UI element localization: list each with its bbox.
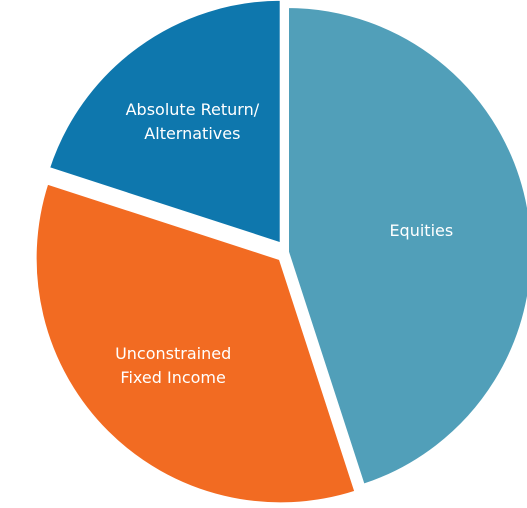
slice-label: Unconstrained Fixed Income bbox=[115, 343, 232, 387]
slice-label: Absolute Return/ Alternatives bbox=[125, 99, 260, 143]
pie-slice bbox=[32, 179, 360, 507]
pie-slice bbox=[285, 3, 527, 489]
pie-slice bbox=[45, 0, 284, 248]
slice-label: Equities bbox=[389, 220, 454, 240]
